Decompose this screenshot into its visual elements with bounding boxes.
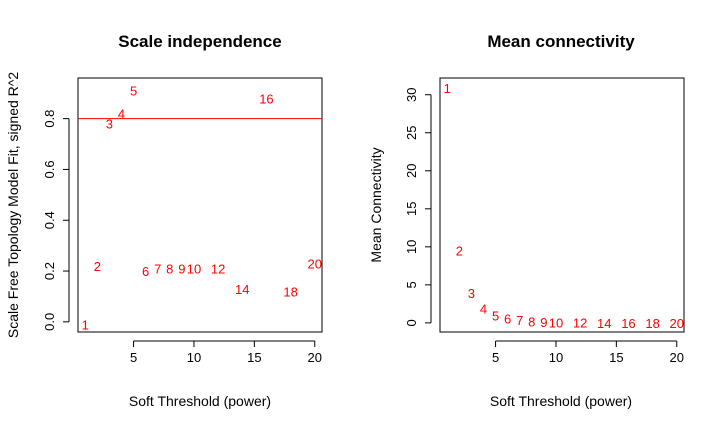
y-axis-label: Scale Free Topology Model Fit, signed R^… [5, 72, 21, 338]
point-label: 16 [621, 316, 635, 331]
x-tick-label: 5 [492, 350, 499, 365]
point-label: 7 [516, 313, 523, 328]
point-label: 1 [82, 317, 89, 332]
point-label: 3 [468, 286, 475, 301]
y-tick-label: 20 [404, 164, 419, 178]
point-label: 8 [166, 262, 173, 277]
point-label: 2 [456, 244, 463, 259]
y-axis: 0.0 0.2 0.4 0.6 0.8 [42, 110, 70, 331]
chart-title: Scale independence [118, 32, 281, 51]
y-tick-label: 0.4 [42, 211, 57, 229]
point-label: 9 [540, 315, 547, 330]
x-tick-label: 10 [549, 350, 563, 365]
x-axis-label: Soft Threshold (power) [129, 393, 271, 409]
plot-box [439, 77, 685, 333]
point-label: 6 [142, 264, 149, 279]
x-axis-label: Soft Threshold (power) [490, 393, 632, 409]
point-label: 18 [645, 316, 659, 331]
point-label: 10 [549, 315, 563, 330]
y-tick-label: 0.6 [42, 160, 57, 178]
plot-box [77, 77, 323, 333]
y-tick-label: 0.2 [42, 262, 57, 280]
point-label: 9 [178, 262, 185, 277]
x-tick-label: 15 [247, 350, 261, 365]
x-axis: 5 10 15 20 [492, 340, 684, 365]
point-label: 1 [444, 81, 451, 96]
point-label: 20 [670, 316, 684, 331]
y-tick-label: 0 [404, 319, 419, 326]
point-label: 16 [259, 91, 273, 106]
point-label: 10 [187, 262, 201, 277]
point-label: 14 [235, 282, 249, 297]
point-label: 18 [283, 284, 297, 299]
x-tick-label: 20 [670, 350, 684, 365]
chart-title: Mean connectivity [487, 32, 635, 51]
x-tick-label: 5 [130, 350, 137, 365]
y-tick-label: 10 [404, 240, 419, 254]
y-tick-label: 25 [404, 126, 419, 140]
x-tick-label: 20 [308, 350, 322, 365]
point-label: 5 [130, 84, 137, 99]
x-tick-label: 10 [187, 350, 201, 365]
point-label: 4 [480, 301, 487, 316]
y-axis-label: Mean Connectivity [368, 147, 384, 262]
y-tick-label: 0.0 [42, 313, 57, 331]
point-label: 8 [528, 314, 535, 329]
y-axis: 0 5 10 15 20 25 30 [404, 87, 432, 326]
y-tick-label: 0.8 [42, 110, 57, 128]
point-label: 3 [106, 117, 113, 132]
y-tick-label: 15 [404, 202, 419, 216]
point-label: 7 [154, 262, 161, 277]
point-label: 6 [504, 311, 511, 326]
point-label: 14 [597, 316, 611, 331]
point-label: 20 [308, 256, 322, 271]
point-label: 12 [211, 262, 225, 277]
y-tick-label: 5 [404, 281, 419, 288]
x-tick-label: 15 [609, 350, 623, 365]
point-label: 2 [94, 259, 101, 274]
point-label: 4 [118, 107, 125, 122]
point-label: 12 [573, 316, 587, 331]
x-axis: 5 10 15 20 [130, 340, 322, 365]
point-label: 5 [492, 308, 499, 323]
y-tick-label: 30 [404, 87, 419, 101]
